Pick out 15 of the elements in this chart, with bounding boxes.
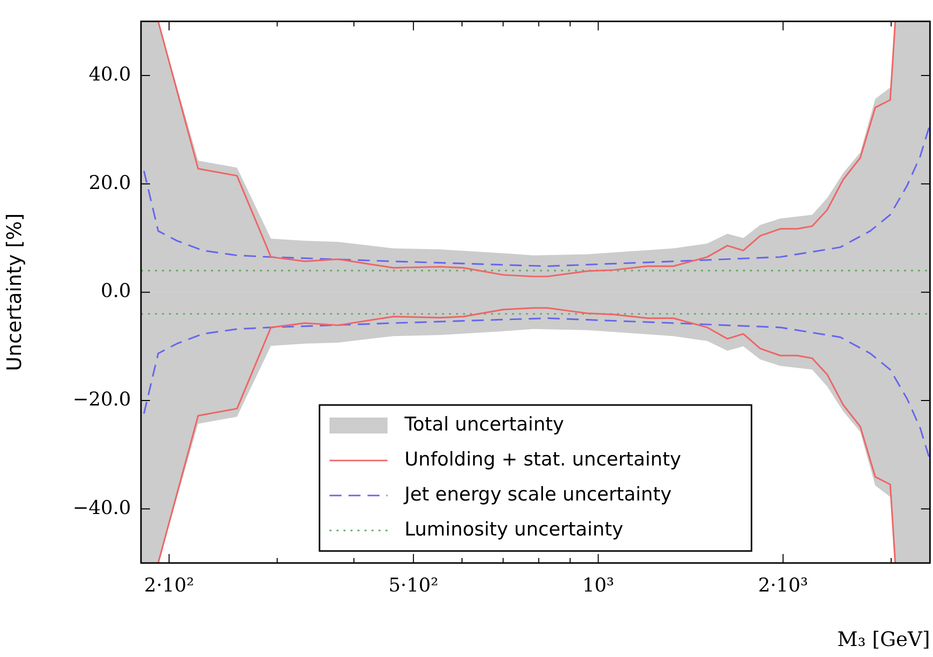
- x-tick-label: 2·10²: [144, 574, 194, 596]
- y-tick-label: −20.0: [72, 388, 131, 410]
- y-tick-label: 0.0: [100, 280, 131, 302]
- y-axis-title: Uncertainty [%]: [2, 213, 26, 372]
- y-tick-label: 40.0: [88, 63, 131, 86]
- legend-label: Luminosity uncertainty: [404, 518, 624, 540]
- legend-label: Total uncertainty: [404, 413, 564, 436]
- y-tick-label: −40.0: [72, 496, 131, 519]
- x-tick-label: 2·10³: [758, 574, 808, 596]
- legend-label: Unfolding + stat. uncertainty: [404, 448, 682, 470]
- legend-label: Jet energy scale uncertainty: [404, 483, 672, 506]
- x-axis-title: M₃ [GeV]: [837, 627, 930, 652]
- x-tick-label: 5·10²: [388, 574, 438, 596]
- x-tick-label: 10³: [582, 574, 614, 596]
- y-tick-label: 20.0: [88, 172, 131, 194]
